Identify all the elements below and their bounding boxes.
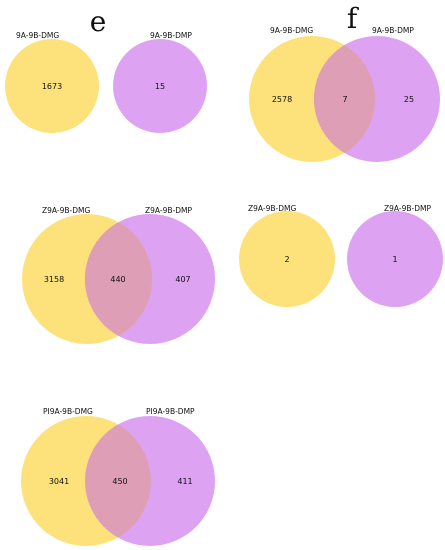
set-label-right: Z9A-9B-DMP — [145, 206, 192, 215]
set-label-left: 9A-9B-DMG — [270, 26, 313, 35]
set-label-left: Z9A-9B-DMG — [42, 206, 90, 215]
venn-overlap-region — [84, 222, 153, 336]
set-label-left: 9A-9B-DMG — [16, 31, 59, 40]
panel-letter-e: e — [90, 5, 107, 38]
count-right-only: 25 — [404, 95, 414, 104]
venn-circle-right — [347, 211, 443, 307]
count-overlap: 440 — [110, 275, 125, 284]
count-right-only: 1 — [392, 255, 397, 264]
venn-diagram-g: Z9A-9B-DMG Z9A-9B-DMP 3158 440 407 — [22, 206, 215, 344]
count-overlap: 450 — [112, 477, 127, 486]
venn-diagram-h: Z9A-9B-DMG Z9A-9B-DMP 2 1 — [239, 204, 443, 307]
venn-circle-left — [239, 211, 335, 307]
count-left-only: 3158 — [44, 275, 64, 284]
venn-overlap-region — [313, 45, 376, 153]
venn-diagram-e: 9A-9B-DMG 9A-9B-DMP 1673 15 — [5, 31, 207, 133]
count-right-only: 411 — [177, 477, 192, 486]
set-label-right: 9A-9B-DMP — [372, 26, 414, 35]
set-label-right: Z9A-9B-DMP — [384, 204, 431, 213]
set-label-right: 9A-9B-DMP — [150, 31, 192, 40]
count-right-only: 407 — [175, 275, 190, 284]
count-left-only: 1673 — [42, 82, 62, 91]
count-left-only: 2578 — [272, 95, 292, 104]
set-label-left: PI9A-9B-DMG — [43, 407, 93, 416]
venn-diagram-f: 9A-9B-DMG 9A-9B-DMP 2578 7 25 — [249, 26, 440, 162]
set-label-left: Z9A-9B-DMG — [248, 204, 296, 213]
venn-circle-right — [113, 39, 207, 133]
venn-diagram-i: PI9A-9B-DMG PI9A-9B-DMP 3041 450 411 — [21, 407, 215, 546]
panel-letter-f: f — [347, 2, 360, 35]
venn-circle-left — [5, 39, 99, 133]
count-left-only: 2 — [284, 255, 289, 264]
count-overlap: 7 — [342, 95, 347, 104]
count-right-only: 15 — [155, 82, 165, 91]
count-left-only: 3041 — [49, 477, 69, 486]
venn-overlap-region — [85, 424, 151, 538]
set-label-right: PI9A-9B-DMP — [146, 407, 195, 416]
